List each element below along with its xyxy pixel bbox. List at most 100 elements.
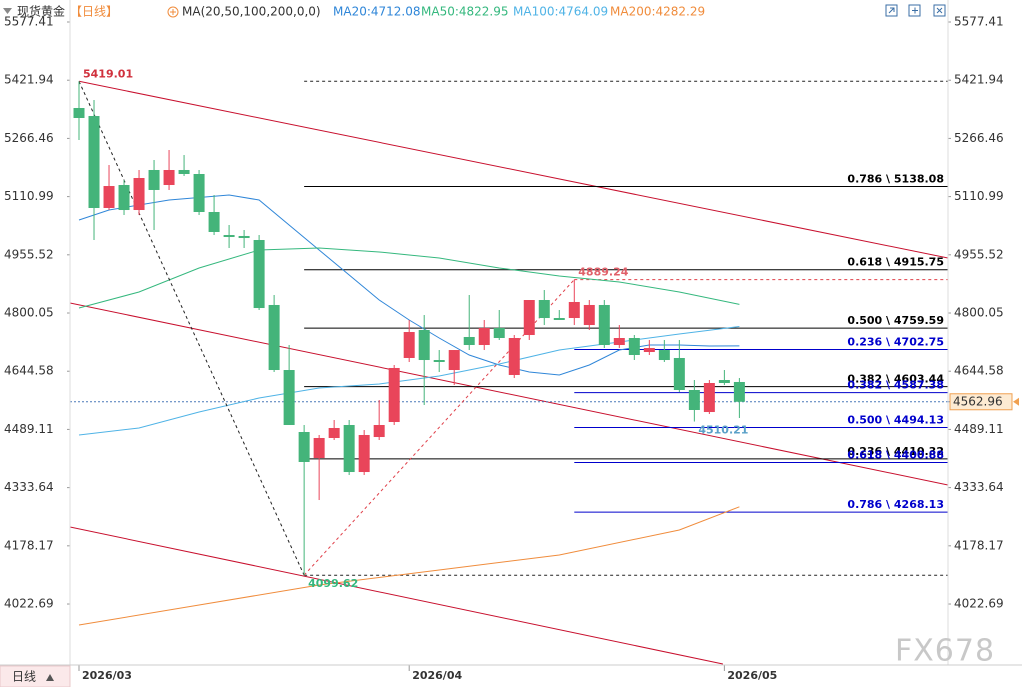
point-label: 4510.21 — [698, 424, 748, 437]
swing-line — [78, 81, 305, 576]
candle-body — [313, 437, 325, 459]
candle-body — [418, 329, 430, 361]
fib-label: 0.236 \ 4410.32 — [847, 445, 944, 458]
dropdown-icon[interactable] — [3, 8, 12, 14]
y-tick-label: 4489.11 — [4, 422, 54, 436]
y-tick-label: 5110.99 — [954, 189, 1004, 203]
watermark: FX678 — [895, 634, 995, 669]
fib-label: 0.382 \ 4587.38 — [847, 379, 944, 392]
candle-body — [253, 239, 265, 309]
candle-body — [523, 300, 535, 336]
candle-body — [118, 185, 130, 211]
legend-entry: MA20:4712.08 — [333, 5, 421, 19]
candle-body — [448, 350, 460, 371]
y-tick-label: 5577.41 — [4, 15, 54, 29]
trendline — [70, 302, 948, 486]
instrument-title: 现货黄金 — [17, 4, 65, 19]
fib-label: 0.500 \ 4759.59 — [847, 314, 944, 327]
candle-body — [358, 434, 370, 473]
candle-body — [733, 381, 745, 402]
legend-entry: MA200:4282.29 — [610, 5, 705, 19]
period-label[interactable]: 【日线】 — [70, 5, 118, 19]
candle-body — [718, 380, 730, 384]
candle-body — [553, 318, 565, 320]
candle-body — [463, 336, 475, 346]
toolbar-button[interactable] — [885, 4, 898, 17]
trendline — [78, 80, 948, 259]
candle-body — [73, 108, 85, 118]
indicator-label: MA(20,50,100,200,0,0) — [182, 5, 321, 19]
candle-body — [223, 235, 235, 238]
candle-body — [343, 425, 355, 473]
x-tick-label: 2026/03 — [82, 669, 132, 682]
candle-body — [688, 390, 700, 410]
fib-label: 0.618 \ 4915.75 — [847, 256, 944, 269]
y-tick-label: 5421.94 — [954, 73, 1004, 87]
ma-line — [78, 247, 740, 309]
candle-body — [643, 347, 655, 353]
y-tick-label: 4333.64 — [954, 480, 1004, 494]
candle-body — [613, 338, 625, 346]
y-tick-label: 4644.58 — [954, 364, 1004, 378]
y-tick-label: 4800.05 — [4, 306, 54, 320]
y-tick-label: 4955.52 — [954, 247, 1004, 261]
candle-body — [673, 357, 685, 391]
candle-body — [538, 300, 550, 319]
y-tick-label: 4800.05 — [954, 306, 1004, 320]
plot-area — [70, 80, 948, 665]
y-tick-label: 4022.69 — [4, 597, 54, 611]
legend-entry: MA100:4764.09 — [513, 5, 608, 19]
x-tick-label: 2026/04 — [412, 669, 462, 682]
candle-body — [163, 169, 175, 186]
toolbar — [885, 4, 946, 17]
toolbar-glyph — [912, 7, 918, 14]
candle-body — [388, 367, 400, 423]
toolbar-button[interactable] — [933, 4, 946, 17]
y-tick-label: 5421.94 — [4, 73, 54, 87]
current-price-box — [949, 393, 1013, 411]
y-tick-label: 4178.17 — [954, 538, 1004, 552]
point-label: 4889.24 — [578, 266, 628, 279]
period-button[interactable] — [0, 665, 71, 687]
current-price-arrow — [1013, 397, 1019, 406]
candle-body — [568, 301, 580, 319]
point-label: 5419.01 — [83, 67, 133, 80]
candle-body — [628, 338, 640, 355]
candle-body — [328, 427, 340, 438]
candle-body — [478, 328, 490, 346]
fib-label: 0.786 \ 4268.13 — [847, 498, 944, 511]
candle-body — [493, 328, 505, 339]
toolbar-glyph — [936, 7, 943, 14]
candle-body — [103, 186, 115, 208]
period-button-arrow — [46, 674, 54, 681]
x-tick-label: 2026/05 — [727, 669, 777, 682]
trendline — [70, 526, 724, 665]
candle-body — [298, 432, 310, 462]
candle-body — [283, 370, 295, 426]
candle-body — [148, 169, 160, 190]
candle-body — [508, 338, 520, 375]
y-tick-label: 4489.11 — [954, 422, 1004, 436]
legend-entry: MA50:4822.95 — [421, 5, 509, 19]
candle-body — [178, 169, 190, 174]
candle-body — [88, 116, 100, 208]
candle-body — [133, 178, 145, 211]
swing-line — [303, 279, 575, 576]
candle-body — [268, 304, 280, 371]
overlay: 5577.41 5577.41 5421.94 5421.94 5266.46 5266.… — [4, 15, 1019, 682]
candle-body — [373, 425, 385, 438]
candle-body — [598, 304, 610, 346]
toolbar-glyph — [888, 7, 895, 14]
y-tick-label: 4333.64 — [4, 480, 54, 494]
fib-label: 0.382 \ 4603.44 — [847, 373, 944, 386]
candle-body — [238, 235, 250, 239]
y-tick-label: 5110.99 — [4, 189, 54, 203]
y-tick-label: 4178.17 — [4, 538, 54, 552]
y-tick-label: 4022.69 — [954, 597, 1004, 611]
fib-label: 0.500 \ 4494.13 — [847, 414, 944, 427]
add-indicator-icon[interactable] — [167, 6, 179, 18]
y-tick-label: 4644.58 — [4, 364, 54, 378]
toolbar-button[interactable] — [908, 4, 921, 17]
candle-body — [403, 332, 415, 358]
